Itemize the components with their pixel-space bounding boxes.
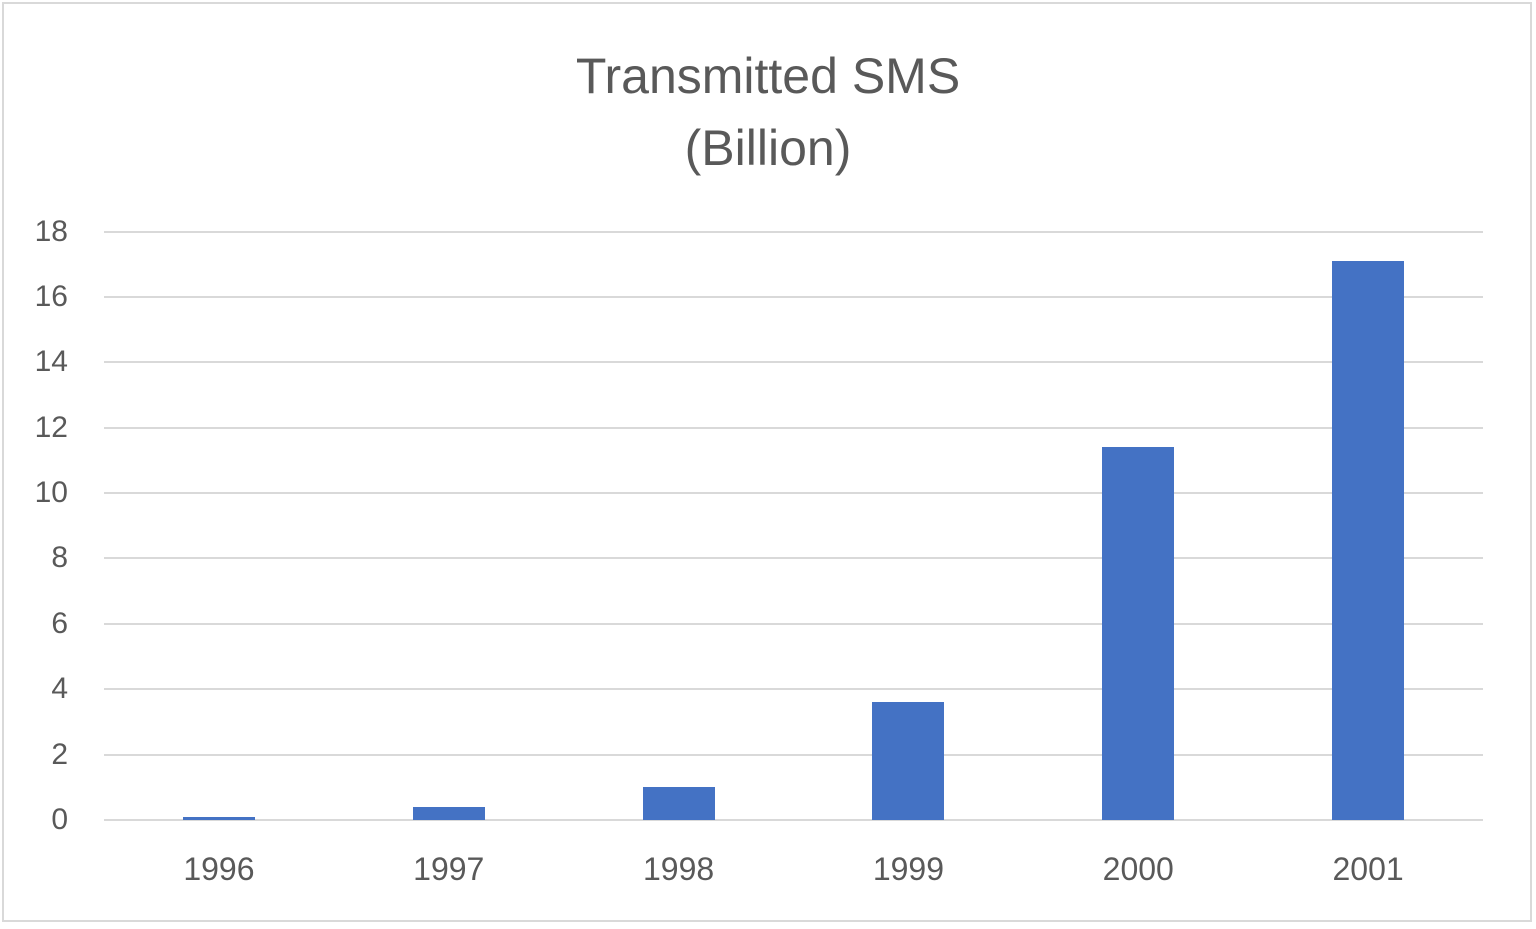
y-axis-tick-label: 10 xyxy=(34,476,68,510)
bar-2000[interactable] xyxy=(1102,447,1175,820)
gridline-0 xyxy=(104,819,1483,821)
y-axis-tick-label: 0 xyxy=(51,803,68,836)
gridline-14 xyxy=(104,361,1483,364)
bar-2001[interactable] xyxy=(1332,260,1405,820)
y-axis-tick-label: 14 xyxy=(34,345,68,379)
x-axis-tick-label: 1996 xyxy=(183,851,255,887)
y-axis-tick-label: 16 xyxy=(34,279,68,313)
chart-title-line-2: (Billion) xyxy=(684,120,852,176)
bar-1996[interactable] xyxy=(182,816,255,820)
x-axis-tick-label: 1997 xyxy=(413,851,485,887)
bar-1999[interactable] xyxy=(872,702,945,820)
chart-title-line-1: Transmitted SMS xyxy=(575,48,961,104)
y-axis-tick-label: 6 xyxy=(51,606,68,640)
x-axis-tick-label: 2000 xyxy=(1102,851,1174,887)
y-axis-tick-label: 18 xyxy=(34,214,68,248)
gridline-16 xyxy=(104,295,1483,298)
y-axis-tick-label: 8 xyxy=(51,541,68,575)
y-axis-tick-label: 2 xyxy=(51,737,68,771)
gridline-10 xyxy=(104,492,1483,495)
gridline-18 xyxy=(104,230,1483,233)
gridline-4 xyxy=(104,688,1483,691)
y-axis-tick-label: 4 xyxy=(51,672,68,706)
gridline-6 xyxy=(104,622,1483,625)
gridline-12 xyxy=(104,426,1483,429)
gridline-8 xyxy=(104,557,1483,560)
x-axis-tick-label: 1999 xyxy=(872,851,944,887)
x-axis-tick-label: 2001 xyxy=(1332,851,1404,887)
gridline-2 xyxy=(104,753,1483,756)
bar-1998[interactable] xyxy=(642,787,715,820)
y-axis-tick-label: 12 xyxy=(34,410,68,444)
x-axis-tick-label: 1998 xyxy=(642,851,715,887)
bar-1997[interactable] xyxy=(412,806,485,820)
